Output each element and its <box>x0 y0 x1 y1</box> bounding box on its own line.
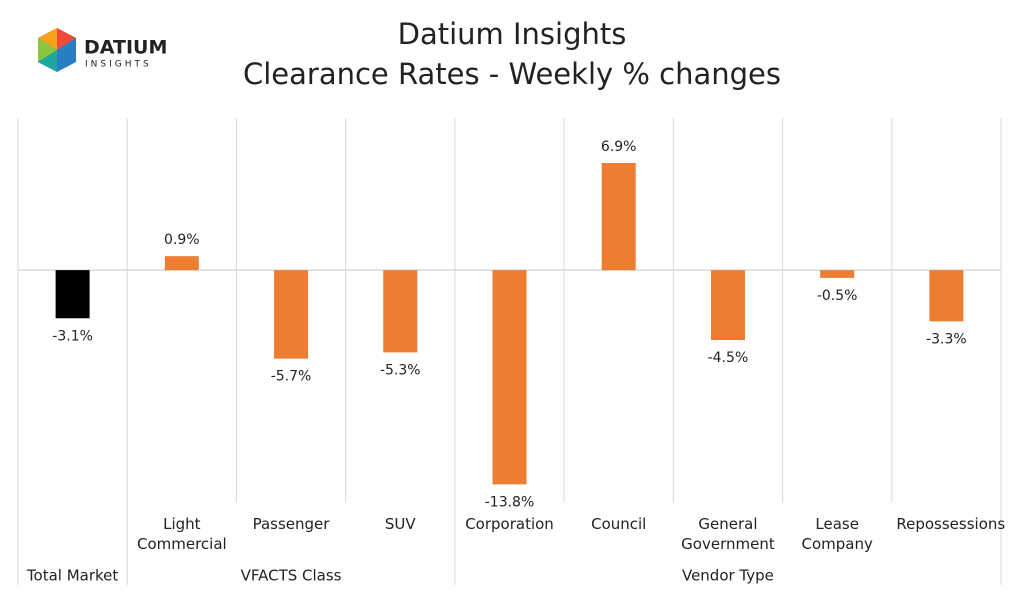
logo-name: DATIUM <box>84 37 167 59</box>
group-label: Vendor Type <box>682 567 774 585</box>
value-label: -3.1% <box>52 328 93 344</box>
category-label: Light Commercial <box>136 515 227 553</box>
group-label: VFACTS Class <box>241 567 342 585</box>
logo: DATIUM INSIGHTS <box>38 28 167 72</box>
bar <box>929 270 964 322</box>
value-label: -4.5% <box>708 350 749 366</box>
category-label: Repossessions <box>896 515 1006 533</box>
value-label: -0.5% <box>817 288 858 304</box>
logo-tagline: INSIGHTS <box>85 60 152 70</box>
logo-facet <box>57 28 76 50</box>
value-label: 6.9% <box>601 139 637 155</box>
category-label: Corporation <box>465 515 554 533</box>
value-label: -13.8% <box>485 494 535 510</box>
logo-facet <box>38 38 57 62</box>
bar <box>492 270 527 485</box>
value-label: -5.3% <box>380 362 421 378</box>
chart-title: Datium Insights <box>398 17 627 51</box>
group-label: Total Market <box>26 567 118 585</box>
logo-facet <box>38 50 57 72</box>
bar <box>710 270 745 340</box>
chart-subtitle: Clearance Rates - Weekly % changes <box>243 57 781 91</box>
bar <box>274 270 309 359</box>
bar <box>383 270 418 353</box>
category-label: Lease Company <box>801 515 873 553</box>
bar <box>55 270 90 319</box>
logo-facet <box>38 28 57 50</box>
category-label: Passenger <box>252 515 330 533</box>
category-label: SUV <box>384 515 416 533</box>
bar <box>164 256 199 271</box>
bar <box>820 270 855 278</box>
category-label: Council <box>591 515 647 533</box>
bar <box>601 163 636 271</box>
category-label: General Government <box>681 515 775 553</box>
value-label: -5.7% <box>271 369 312 385</box>
value-label: 0.9% <box>164 232 200 248</box>
value-label: -3.3% <box>926 331 967 347</box>
